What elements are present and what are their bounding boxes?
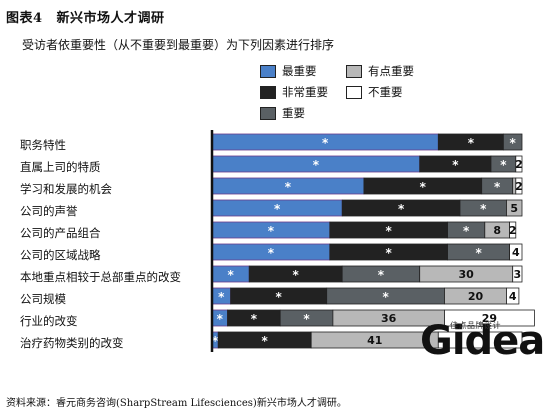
- category-label: 直属上司的特质: [20, 160, 101, 174]
- logo-subtext: 佳点品牌设计: [450, 321, 501, 330]
- legend-swatch-most: [260, 64, 276, 78]
- legend-label-not: 不重要: [368, 85, 403, 99]
- category-label: 学习和发展的机会: [20, 182, 112, 196]
- legend-label-some: 有点重要: [368, 64, 414, 78]
- data-label: *: [251, 312, 258, 326]
- data-label: 2: [509, 224, 517, 237]
- data-label: *: [218, 290, 225, 304]
- bar-segment-not: [506, 287, 520, 305]
- data-label: *: [452, 158, 459, 172]
- data-label: *: [322, 136, 329, 150]
- legend-item-not: 不重要: [346, 84, 403, 100]
- bar-segment-some: [506, 199, 523, 217]
- legend-label-most: 最重要: [282, 64, 317, 78]
- data-label: *: [480, 202, 487, 216]
- gidea-logo: Gidea 佳点品牌设计: [420, 316, 545, 366]
- bar-segment-not: [515, 177, 523, 195]
- legend-item-most: 最重要: [260, 63, 317, 79]
- data-label: 20: [468, 290, 484, 303]
- data-label: *: [378, 268, 385, 282]
- data-label: *: [212, 334, 219, 348]
- data-label: *: [468, 136, 475, 150]
- figure-title-text: 新兴市场人才调研: [56, 11, 165, 26]
- data-label: 29: [482, 312, 497, 325]
- data-label: *: [494, 180, 501, 194]
- data-label: 41: [367, 334, 382, 347]
- data-label: 8: [493, 224, 501, 237]
- data-label: 3: [514, 268, 522, 281]
- category-label: 公司的产品组合: [20, 226, 101, 240]
- legend-item-some: 有点重要: [346, 63, 414, 79]
- data-label: 36: [381, 312, 397, 325]
- bar-segment-not: [515, 155, 523, 173]
- data-label: 2: [515, 158, 523, 171]
- category-label: 公司规模: [20, 292, 66, 306]
- bar-segment-not: [509, 243, 523, 261]
- data-label: *: [398, 202, 405, 216]
- logo-text: Gidea: [420, 318, 545, 364]
- data-label: *: [262, 334, 269, 348]
- data-label: *: [313, 158, 320, 172]
- data-label: *: [420, 180, 427, 194]
- data-label: *: [268, 246, 275, 260]
- legend-item-very: 非常重要: [260, 84, 328, 100]
- data-label: *: [510, 136, 517, 150]
- figure-number: 图表4: [6, 11, 43, 26]
- data-label: *: [227, 268, 234, 282]
- legend-item-important: 重要: [260, 105, 305, 121]
- data-label: *: [217, 312, 224, 326]
- legend-swatch-some: [346, 64, 362, 78]
- chart-subtitle: 受访者依重要性（从不重要到最重要）为下列因素进行排序: [22, 38, 335, 52]
- data-label: *: [276, 290, 283, 304]
- category-label: 公司的区域战略: [20, 248, 101, 262]
- data-label: *: [285, 180, 292, 194]
- data-label: *: [303, 312, 310, 326]
- legend-swatch-not: [346, 85, 362, 99]
- data-label: *: [293, 268, 300, 282]
- bar-segment-not: [444, 309, 535, 327]
- data-label: *: [382, 290, 389, 304]
- data-label: *: [463, 224, 470, 238]
- legend-swatch-important: [260, 106, 276, 120]
- bar-segment-not: [437, 331, 523, 349]
- figure-title: 图表4 新兴市场人才调研: [6, 7, 165, 26]
- category-label: 治疗药物类别的改变: [20, 336, 124, 350]
- legend: 最重要 有点重要 非常重要 不重要 重要: [260, 60, 460, 124]
- data-label: 4: [509, 290, 517, 303]
- bar-segment-important: [502, 133, 523, 151]
- legend-label-important: 重要: [282, 106, 305, 120]
- category-label: 行业的改变: [20, 314, 78, 328]
- data-label: 30: [459, 268, 475, 281]
- category-label: 职务特性: [20, 138, 66, 152]
- data-label: 2: [515, 180, 523, 193]
- category-label: 公司的声誉: [20, 204, 78, 218]
- data-label: *: [274, 202, 281, 216]
- data-label: *: [386, 246, 393, 260]
- source-note: 资料来源：睿元商务咨询(SharpStream Lifesciences)新兴市…: [6, 398, 347, 409]
- legend-label-very: 非常重要: [282, 85, 328, 99]
- data-label: 5: [510, 202, 518, 215]
- data-label: *: [500, 158, 507, 172]
- bar-segment-not: [509, 221, 517, 239]
- data-label: *: [268, 224, 275, 238]
- category-label: 本地重点相较于总部重点的改变: [20, 270, 181, 284]
- data-label: *: [475, 246, 482, 260]
- legend-swatch-very: [260, 85, 276, 99]
- bar-segment-not: [512, 265, 523, 283]
- data-label: *: [386, 224, 393, 238]
- data-label: 4: [512, 246, 520, 259]
